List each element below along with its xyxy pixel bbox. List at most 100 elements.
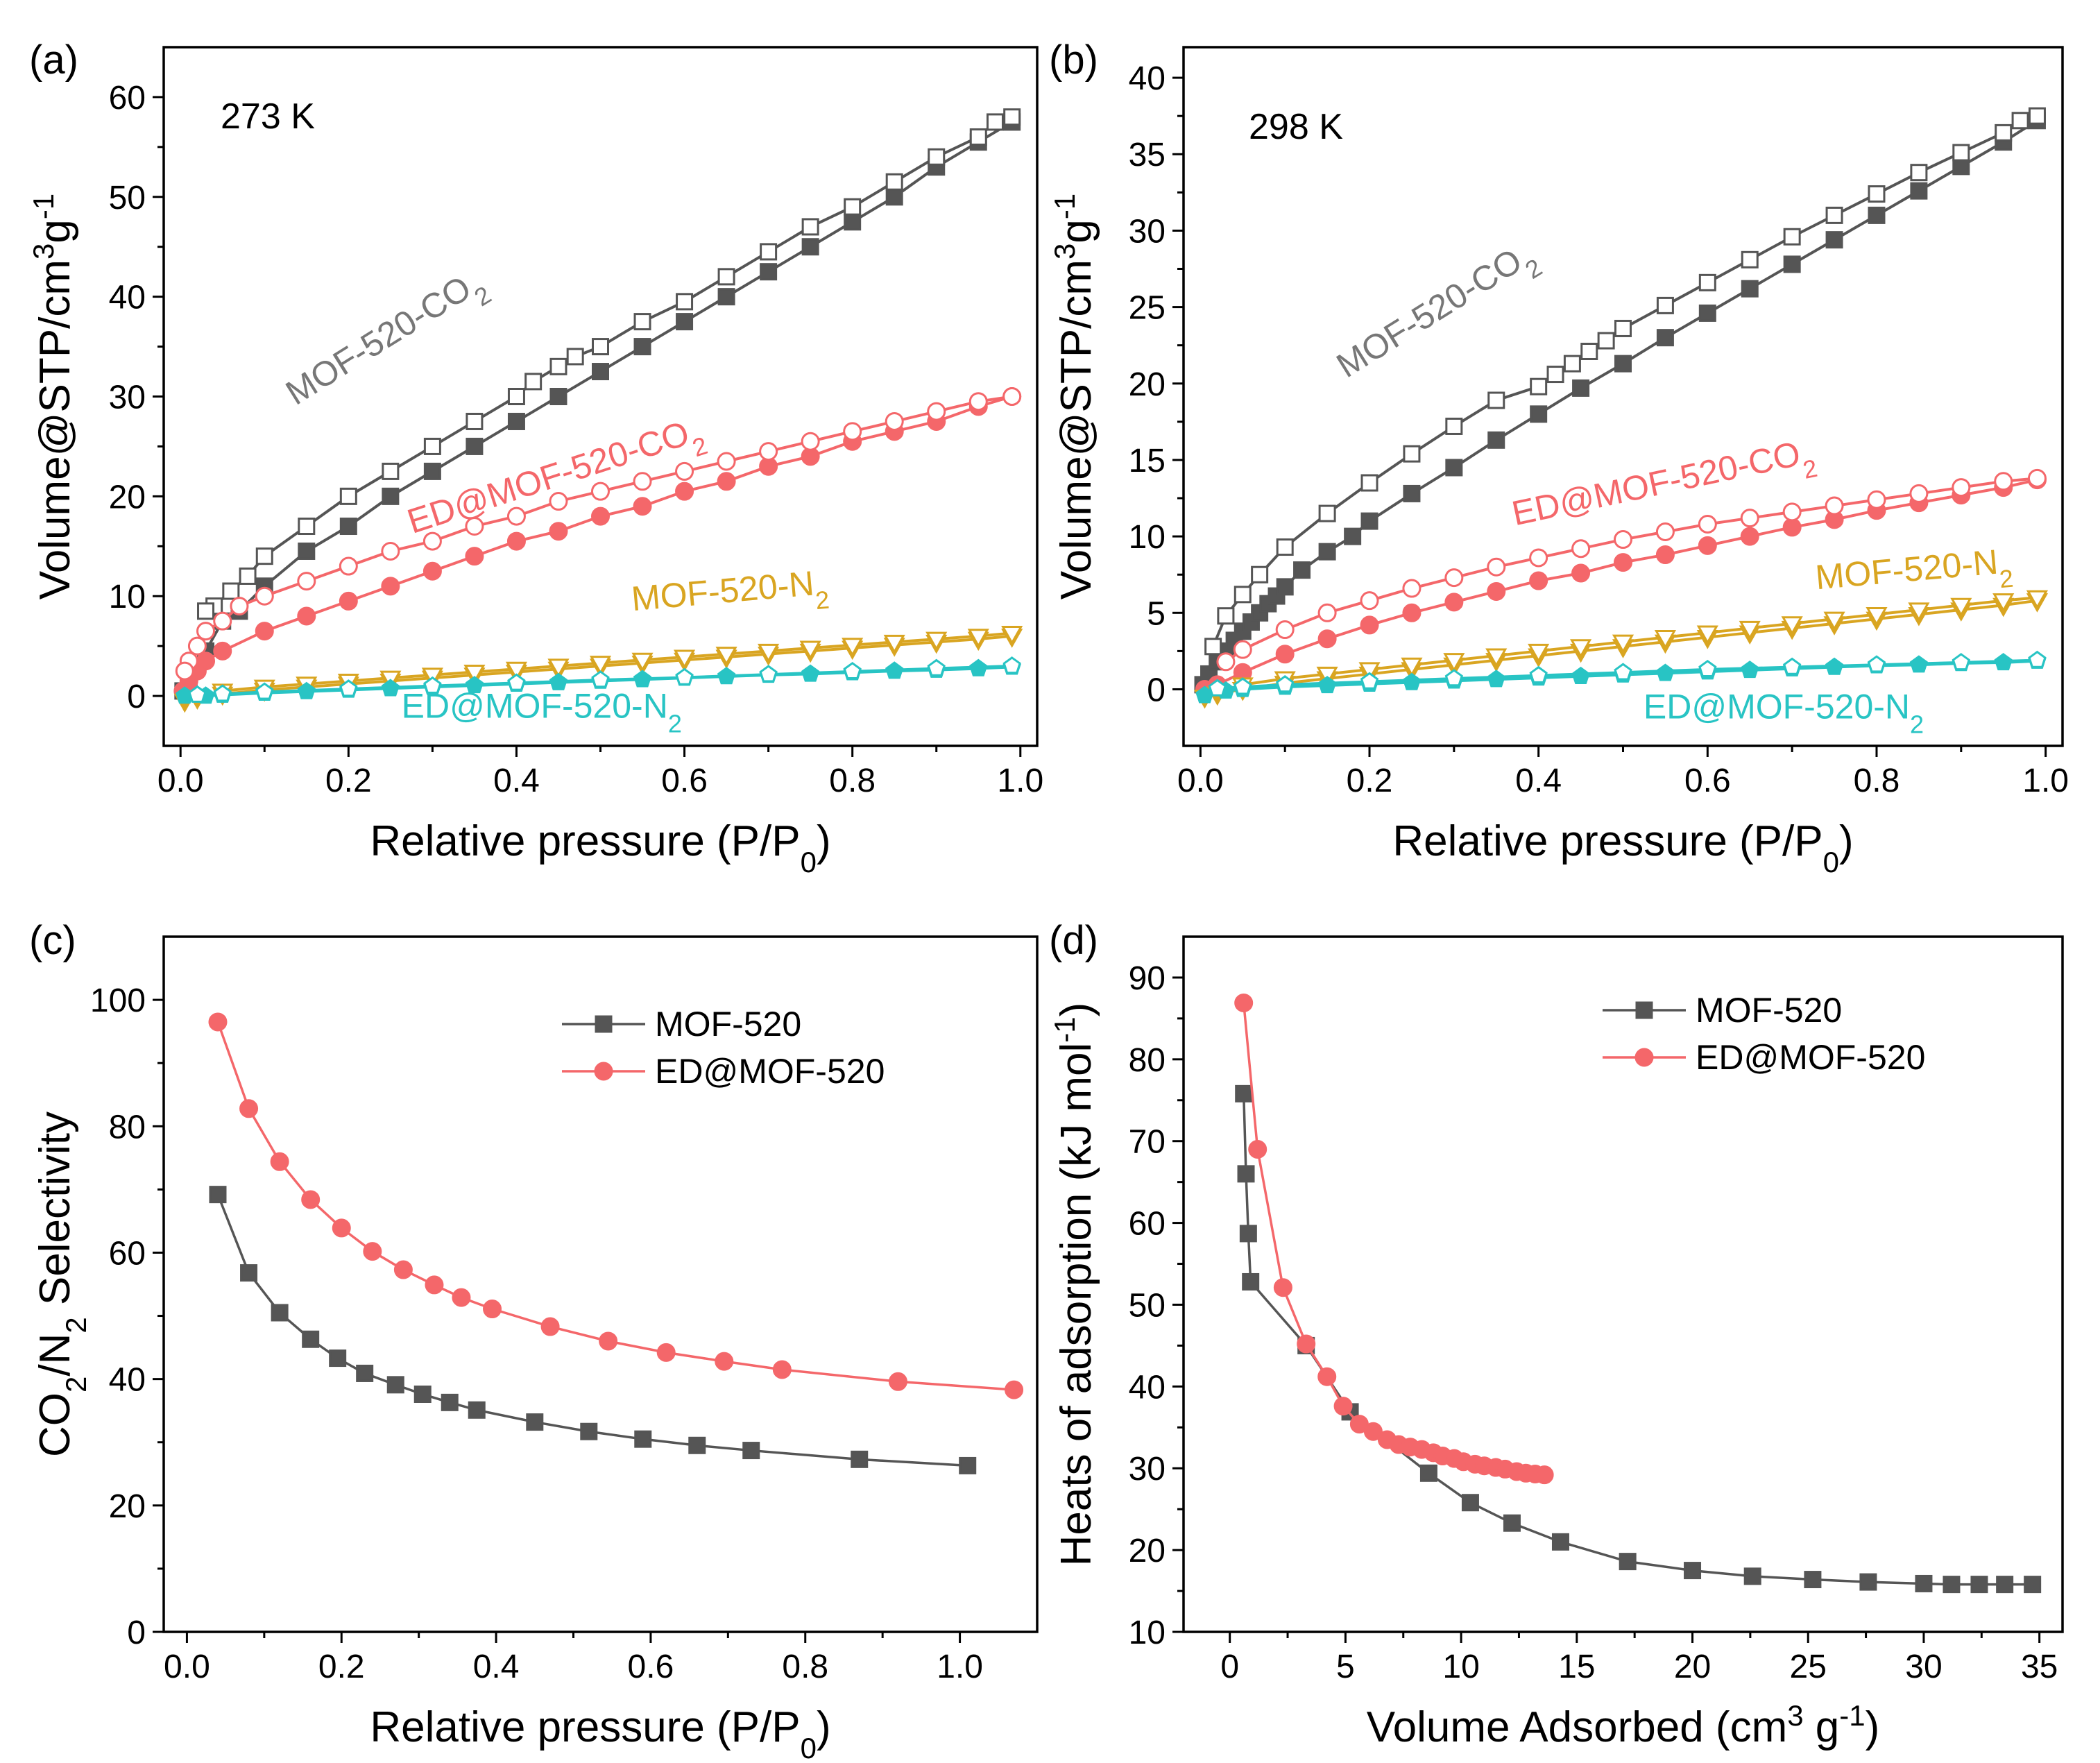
data-point [302,1330,320,1348]
desorption-point [759,665,778,683]
desorption-point [591,670,610,688]
data-point [1535,1465,1554,1485]
adsorption-point [1572,379,1590,397]
desorption-point [1867,655,1886,673]
adsorption-point [382,487,400,505]
desorption-point [1444,568,1464,588]
data-point [393,1260,413,1279]
adsorption-point [549,672,568,690]
desorption-point [801,432,820,451]
desorption-point [1546,366,1564,384]
series-label: ED@MOF-520-N2 [1644,687,1924,738]
desorption-point [2027,468,2047,488]
y-tick-label: 0 [127,1615,146,1651]
desorption-point [1276,675,1295,693]
adsorption-line [1204,478,2038,691]
adsorption-point [297,606,316,626]
desorption-point [928,148,946,166]
desorption-point [844,198,862,216]
data-point [1273,1278,1292,1297]
y-tick-label: 10 [1129,1615,1166,1651]
desorption-point [1654,630,1676,649]
adsorption-line [1204,599,2038,699]
data-point [1239,1225,1257,1243]
desorption-point [1612,634,1634,654]
desorption-point [549,492,568,511]
y-tick-label: 40 [1129,60,1166,97]
desorption-point [1952,478,1971,497]
legend-marker [1635,1001,1653,1019]
adsorption-point [633,497,652,516]
desorption-point [222,582,240,600]
desorption-point [715,647,737,666]
adsorption-point [339,518,357,536]
adsorption-point [1530,405,1548,423]
y-tick-label: 0 [1147,672,1166,708]
desorption-point [589,656,612,675]
legend-marker [594,1062,613,1081]
adsorption-point [844,213,862,231]
y-tick-label: 60 [1129,1206,1166,1243]
adsorption-point [1698,536,1717,555]
desorption-point [843,422,862,441]
desorption-point [2028,107,2046,125]
desorption-point [717,268,735,286]
x-tick-label: 5 [1336,1649,1355,1685]
data-point [1943,1576,1961,1594]
adsorption-line [1202,119,2038,685]
adsorption-point [1571,563,1591,583]
x-tick-label: 1.0 [937,1649,983,1685]
y-tick-label: 40 [109,280,146,316]
desorption-point [1529,548,1548,568]
desorption-point [842,638,864,657]
x-tick-label: 0.8 [1854,763,1900,799]
desorption-point [760,243,778,261]
desorption-point [1444,669,1464,687]
desorption-point [676,293,694,311]
desorption-point [566,348,584,366]
desorption-point [1952,653,1970,671]
adsorption-point [1825,231,1843,249]
desorption-point [843,661,862,680]
adsorption-point [1740,527,1759,546]
data-point [1363,1422,1383,1441]
data-point [209,1186,227,1204]
legend-marker [1634,1048,1654,1067]
y-tick-label: 40 [109,1362,146,1399]
data-point [1804,1571,1822,1589]
data-point [332,1218,351,1238]
y-axis-label: Heats of adsorption (kJ mol-1) [1048,1003,1101,1567]
x-axis-label: Relative pressure (P/P0) [370,817,830,878]
desorption-point [339,679,358,697]
legend: MOF-520 ED@MOF-520 [562,1005,885,1091]
y-tick-label: 10 [1129,519,1166,556]
data-point [1743,1567,1761,1585]
desorption-point [927,658,946,676]
data-point [483,1300,502,1319]
y-tick-label: 60 [109,80,146,117]
desorption-point [1740,509,1759,528]
desorption-point [465,517,484,536]
plot-frame [1182,935,2064,1633]
adsorption-point [1275,645,1295,664]
x-tick-label: 1.0 [997,763,1043,799]
desorption-point [673,649,696,670]
data-point [1248,1139,1267,1159]
adsorption-point [1317,676,1337,694]
y-tick-label: 30 [109,380,146,416]
series-label: MOF-520-CO2 [279,261,496,423]
adsorption-point [506,531,526,551]
desorption-point [1318,504,1336,522]
adsorption-point [1825,657,1844,675]
adsorption-point [1360,615,1379,635]
series-line [1242,1003,1545,1476]
desorption-point [1528,643,1550,663]
data-point [580,1422,598,1440]
desorption-point [1563,355,1581,373]
adsorption-point [1698,304,1716,322]
adsorption-point [717,472,736,491]
adsorption-point [717,288,735,306]
x-tick-label: 0.2 [1347,763,1393,799]
x-tick-label: 0 [1220,1649,1239,1685]
desorption-point [1275,620,1295,640]
